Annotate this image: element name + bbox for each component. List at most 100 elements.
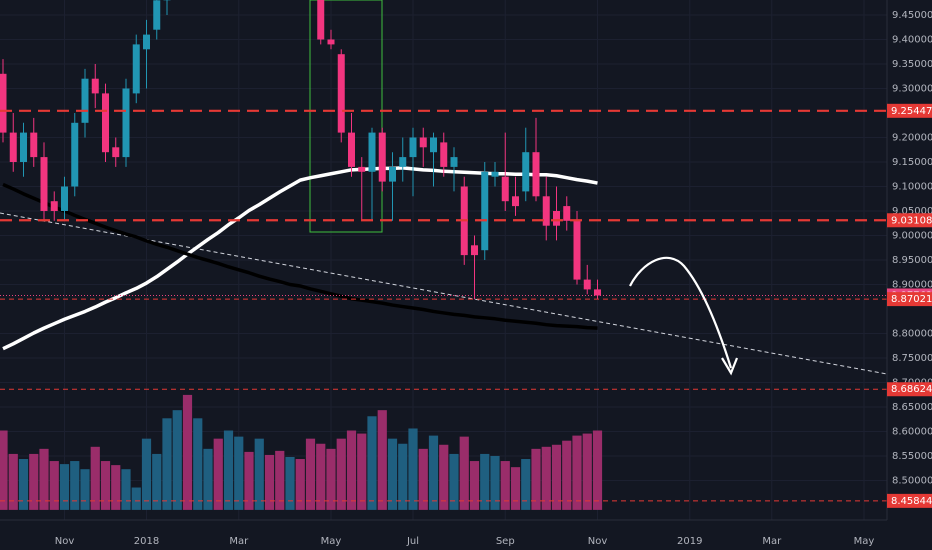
volume-bar — [357, 433, 367, 510]
y-tick-label: 8.60000 — [892, 427, 932, 438]
y-tick-label: 8.55000 — [892, 451, 932, 462]
volume-bar — [490, 455, 500, 510]
candle-body — [501, 176, 509, 202]
candle-body — [143, 34, 150, 50]
volume-bar — [398, 443, 408, 510]
volume-bar — [408, 428, 418, 510]
volume-bar — [59, 464, 70, 510]
price-level-label: 9.25447 — [891, 106, 932, 117]
highlight-box — [309, 0, 383, 233]
price-level-label: 8.87021 — [891, 294, 932, 305]
price-level-tag — [887, 292, 932, 307]
volume-bar — [531, 448, 541, 510]
y-tick-label: 9.30000 — [892, 84, 932, 95]
x-tick-label: Mar — [762, 536, 782, 547]
volume-bar — [80, 469, 90, 510]
volume-bar — [254, 438, 264, 510]
volume-bar — [141, 438, 152, 510]
volume-bar — [316, 443, 326, 510]
candle-body — [419, 137, 427, 148]
price-level-label: 9.03108 — [891, 215, 932, 226]
y-tick-label: 9.40000 — [892, 35, 932, 46]
candle-body — [573, 220, 581, 280]
x-tick-label: Sep — [496, 536, 515, 547]
price-level-tag — [887, 493, 932, 508]
candle-body — [9, 132, 17, 162]
arrow-head — [721, 357, 739, 376]
x-tick-label: Nov — [588, 536, 608, 547]
volume-bar — [592, 430, 603, 510]
plot-area — [0, 0, 887, 510]
x-tick-label: Nov — [55, 536, 75, 547]
y-tick-label: 9.05000 — [892, 206, 932, 217]
volume-bar — [8, 453, 18, 510]
volume-bar — [551, 444, 562, 510]
candle-body — [399, 157, 407, 167]
x-tick-label: 2019 — [677, 536, 702, 547]
candle-body — [471, 245, 478, 256]
volume-bar — [572, 435, 582, 510]
volume-bar — [377, 410, 387, 510]
volume-bar — [418, 448, 428, 510]
axes: 9.45000 9.40000 9.35000 9.30000 9.20000 9.150… — [55, 10, 932, 547]
volume-bar — [469, 461, 480, 510]
volume-bar — [582, 433, 592, 510]
volume-bar — [131, 487, 141, 510]
volume-bar — [234, 436, 244, 510]
volume-bar — [49, 461, 59, 510]
price-level-tag — [887, 382, 932, 397]
candle-body — [481, 171, 489, 251]
volume-bar — [193, 418, 203, 510]
candle-body — [563, 206, 571, 221]
volume-bar — [275, 450, 285, 510]
candle-body — [81, 78, 89, 123]
candle-body — [348, 132, 355, 167]
candle-body — [132, 44, 140, 94]
y-tick-label: 9.15000 — [892, 157, 932, 168]
candle-body — [430, 137, 437, 153]
y-tick-label: 8.50000 — [892, 476, 932, 487]
price-level-label: 8.68624 — [891, 384, 932, 395]
candle-body — [102, 93, 109, 153]
x-tick-label: May — [321, 536, 342, 547]
volume-bar — [326, 448, 336, 510]
x-tick-label: Mar — [229, 536, 249, 547]
candle-body — [0, 73, 7, 133]
candle-body — [532, 152, 540, 197]
volume-bar — [500, 461, 510, 510]
volume-bar — [459, 436, 469, 510]
candle-body — [337, 54, 345, 133]
volume-bar — [29, 453, 39, 510]
volume-bar — [162, 418, 172, 510]
volume-bar — [39, 448, 49, 510]
volume-bar — [449, 453, 459, 510]
volume-bar — [0, 430, 8, 510]
candle-body — [553, 211, 560, 226]
candle-body — [327, 39, 335, 45]
y-tick-label: 8.80000 — [892, 329, 932, 340]
price-level-label: 8.45844 — [891, 496, 932, 507]
volume-bar — [336, 438, 346, 510]
volume-bar — [213, 438, 223, 510]
volume-bar — [223, 430, 234, 510]
volume-bar — [521, 459, 531, 510]
volume-bar — [172, 410, 182, 510]
volume-bar — [264, 454, 275, 510]
y-tick-label: 9.00000 — [892, 231, 932, 242]
candle-body — [112, 147, 120, 158]
volume-bar — [100, 461, 111, 510]
volume-bar — [285, 456, 295, 510]
x-tick-label: 2018 — [134, 536, 159, 547]
y-tick-label: 9.20000 — [892, 133, 932, 144]
candle-body — [40, 157, 48, 211]
moving-average — [2, 182, 598, 330]
price-level-tag — [887, 213, 932, 228]
volume-bar — [152, 453, 162, 510]
y-tick-label: 8.75000 — [892, 353, 932, 364]
candle-body — [378, 132, 386, 182]
volume-bar — [70, 461, 80, 510]
candle-body — [61, 186, 68, 211]
volume-bar — [121, 469, 131, 510]
